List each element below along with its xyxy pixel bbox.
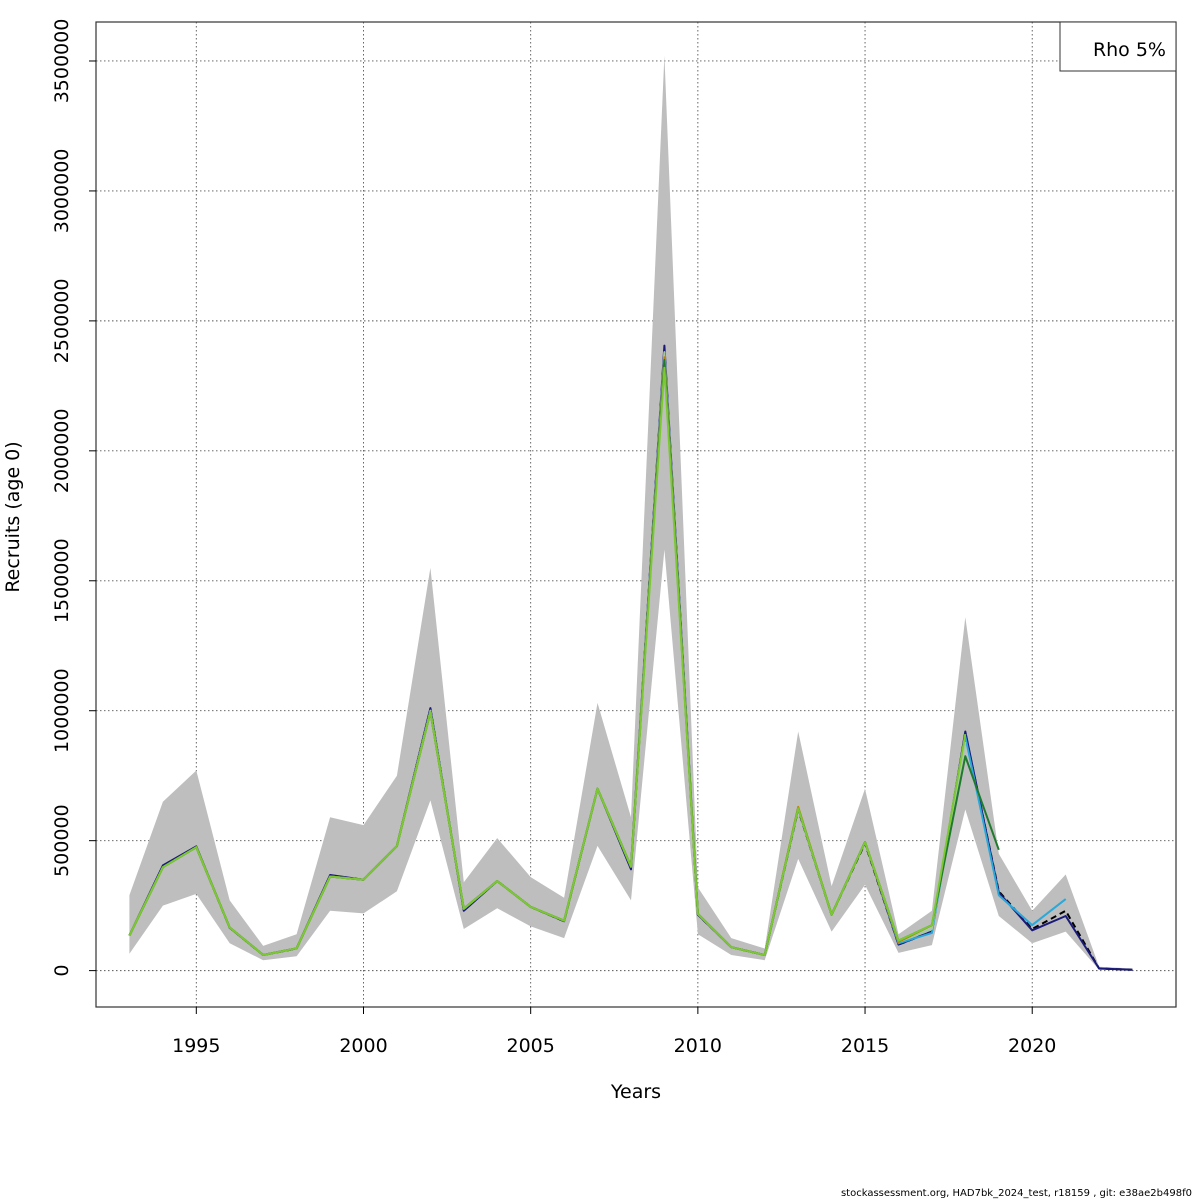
x-tick-label: 2010: [674, 1035, 722, 1057]
x-tick-label: 1995: [172, 1035, 220, 1057]
y-tick-label: 2000000: [51, 409, 73, 494]
y-axis-title: Recruits (age 0): [2, 441, 24, 592]
y-tick-label: 0: [51, 965, 73, 977]
y-axis: 0 500000 1000000 1500000 2000000 2500000 30000…: [51, 19, 96, 977]
y-tick-label: 1000000: [51, 668, 73, 753]
y-tick-label: 3500000: [51, 19, 73, 104]
legend-box: [1059, 21, 1177, 72]
y-tick-label: 1500000: [51, 538, 73, 623]
x-axis: 1995 2000 2005 2010 2015 2020: [172, 1007, 1056, 1057]
x-axis-title: Years: [610, 1081, 661, 1103]
x-tick-label: 2015: [841, 1035, 889, 1057]
x-tick-label: 2020: [1008, 1035, 1056, 1057]
grid-lines: [96, 22, 1176, 1007]
x-tick-label: 2000: [339, 1035, 387, 1057]
y-tick-label: 500000: [51, 804, 73, 877]
y-tick-label: 2500000: [51, 279, 73, 364]
y-tick-label: 3000000: [51, 149, 73, 234]
legend: Rho 5%: [1059, 21, 1177, 72]
x-tick-label: 2005: [506, 1035, 554, 1057]
footer-caption: stockassessment.org, HAD7bk_2024_test, r…: [841, 1188, 1192, 1199]
series-lines-layer: [128, 344, 1133, 971]
legend-label: Rho 5%: [1093, 39, 1166, 61]
series-line-7: [128, 366, 967, 956]
plot-frame: [95, 21, 1177, 1008]
